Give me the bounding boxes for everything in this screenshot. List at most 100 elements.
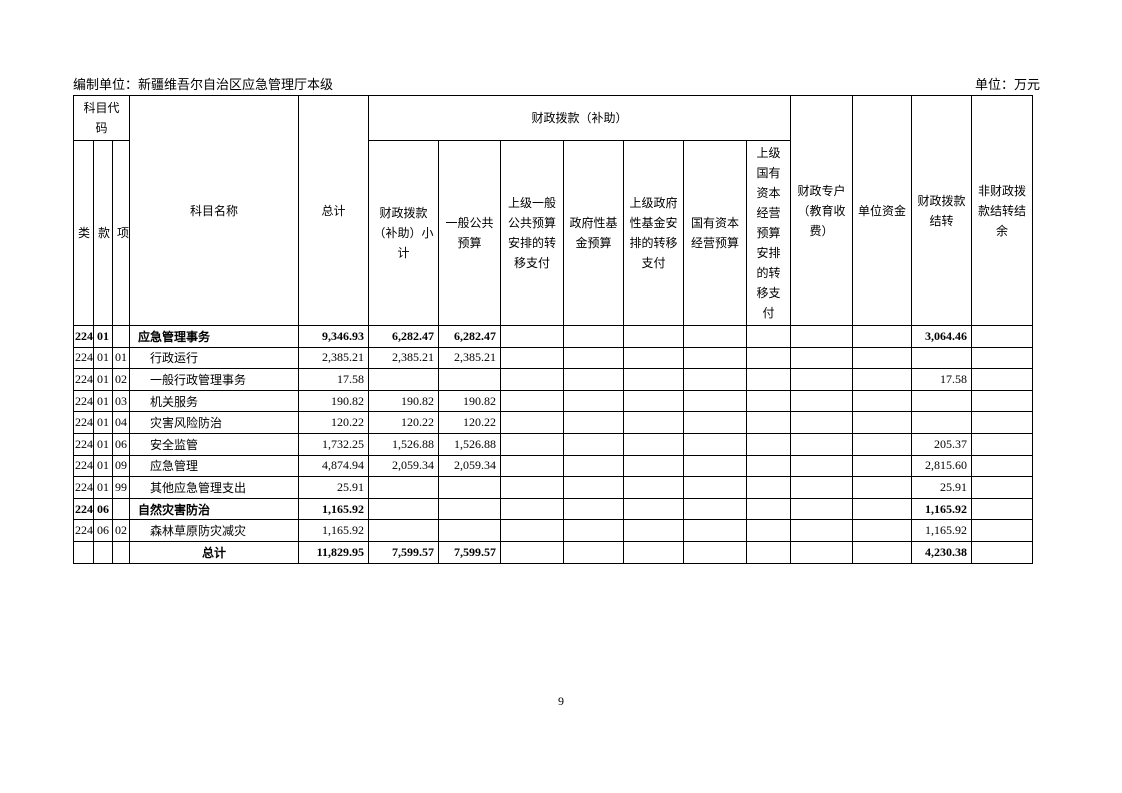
header-subject-code: 科目代码 [72, 95, 131, 141]
cell-non-fiscal-carryover [971, 346, 1034, 370]
cell-code-item: 03 [111, 389, 131, 413]
cell-gov-fund-budget [563, 368, 625, 391]
unit-label: 单位：万元 [974, 77, 1040, 92]
cell-total: 11,829.95 [298, 540, 370, 564]
cell-fiscal-special-account [790, 476, 854, 499]
cell-fiscal-special-account [790, 540, 854, 564]
cell-code-section: 01 [93, 325, 113, 348]
cell-fiscal-special-account [790, 497, 854, 521]
header-fiscal-special-account: 财政专户（教育收费） [790, 95, 854, 326]
cell-non-fiscal-carryover [971, 325, 1034, 348]
table-row: 224 01 99 其他应急管理支出 25.91 25.91 [73, 476, 1034, 499]
header-subject-name: 科目名称 [129, 95, 300, 326]
cell-code-section: 01 [93, 346, 113, 370]
table-header: 科目代码 科目名称 总计 财政拨款（补助） 财政专户（教育收费） 单位资金 财政… [72, 95, 1034, 326]
header-row-2: 类 款 项 财政拨款（补助）小计 一般公共预算 上级一般公共预算安排的转移支付 … [73, 140, 1033, 326]
cell-code-section: 01 [93, 368, 113, 391]
cell-total: 1,165.92 [298, 519, 370, 542]
cell-higher-state-capital-transfer [746, 476, 792, 499]
cell-general-public-budget: 190.82 [438, 389, 502, 413]
cell-gov-fund-budget [563, 389, 625, 413]
cell-subject-name: 总计 [129, 540, 300, 564]
cell-code-section: 01 [93, 389, 113, 413]
cell-fiscal-special-account [790, 411, 854, 434]
cell-higher-state-capital-transfer [746, 497, 792, 521]
header-gov-fund-budget: 政府性基金预算 [563, 140, 625, 326]
cell-higher-gov-fund-transfer [623, 519, 685, 542]
cell-state-capital-budget [683, 540, 748, 564]
cell-unit-funds [852, 346, 913, 370]
header-state-capital-budget: 国有资本经营预算 [683, 140, 748, 326]
cell-fiscal-subtotal: 1,526.88 [368, 432, 440, 456]
cell-code-class [73, 540, 94, 564]
cell-higher-general-public-transfer [500, 432, 565, 456]
cell-code-item: 09 [111, 454, 131, 478]
cell-higher-gov-fund-transfer [623, 325, 685, 348]
cell-fiscal-carryover: 1,165.92 [911, 497, 973, 521]
cell-code-item: 02 [111, 519, 131, 542]
table-row: 224 06 02 森林草原防灾减灾 1,165.92 1,165.92 [73, 519, 1034, 542]
cell-fiscal-subtotal [368, 519, 440, 542]
cell-higher-gov-fund-transfer [623, 497, 685, 521]
cell-higher-gov-fund-transfer [623, 476, 685, 499]
table-row: 224 01 09 应急管理 4,874.94 2,059.34 2,059.34 2,815… [73, 454, 1034, 478]
cell-fiscal-carryover [911, 346, 973, 370]
cell-code-item: 01 [111, 346, 131, 370]
cell-state-capital-budget [683, 368, 748, 391]
cell-subject-name: 机关服务 [129, 389, 300, 413]
cell-code-class: 224 [73, 519, 94, 542]
header-non-fiscal-carryover: 非财政拨款结转结余 [971, 95, 1034, 326]
cell-higher-state-capital-transfer [746, 389, 792, 413]
cell-unit-funds [852, 368, 913, 391]
cell-state-capital-budget [683, 476, 748, 499]
cell-total: 120.22 [298, 411, 370, 434]
cell-fiscal-carryover: 2,815.60 [911, 454, 973, 478]
cell-higher-state-capital-transfer [746, 346, 792, 370]
table-row: 224 01 02 一般行政管理事务 17.58 17.58 [73, 368, 1034, 391]
cell-code-section: 01 [93, 476, 113, 499]
cell-higher-state-capital-transfer [746, 454, 792, 478]
table-row: 224 01 06 安全监管 1,732.25 1,526.88 1,526.88 205.3… [73, 432, 1034, 456]
table-body: 224 01 应急管理事务 9,346.93 6,282.47 6,282.47 3,064… [73, 325, 1034, 564]
cell-non-fiscal-carryover [971, 411, 1034, 434]
cell-fiscal-subtotal: 190.82 [368, 389, 440, 413]
table-row: 224 01 03 机关服务 190.82 190.82 190.82 [73, 389, 1034, 413]
cell-fiscal-carryover: 25.91 [911, 476, 973, 499]
cell-code-item: 06 [111, 432, 131, 456]
header-total: 总计 [298, 95, 370, 326]
cell-unit-funds [852, 540, 913, 564]
cell-fiscal-special-account [790, 454, 854, 478]
cell-higher-general-public-transfer [500, 476, 565, 499]
cell-code-class: 224 [73, 411, 94, 434]
cell-higher-state-capital-transfer [746, 411, 792, 434]
cell-fiscal-subtotal [368, 368, 440, 391]
cell-higher-gov-fund-transfer [623, 346, 685, 370]
cell-higher-state-capital-transfer [746, 432, 792, 456]
cell-subject-name: 森林草原防灾减灾 [129, 519, 300, 542]
cell-code-section: 01 [93, 411, 113, 434]
document-header: 编制单位：新疆维吾尔自治区应急管理厅本级 单位：万元 [73, 74, 1040, 93]
cell-subject-name: 行政运行 [129, 346, 300, 370]
cell-code-class: 224 [73, 389, 94, 413]
cell-fiscal-subtotal [368, 476, 440, 499]
page-number: 9 [558, 694, 564, 708]
cell-code-item: 02 [111, 368, 131, 391]
cell-subject-name: 一般行政管理事务 [129, 368, 300, 391]
cell-general-public-budget: 120.22 [438, 411, 502, 434]
cell-gov-fund-budget [563, 454, 625, 478]
cell-gov-fund-budget [563, 325, 625, 348]
cell-state-capital-budget [683, 497, 748, 521]
cell-code-class: 224 [73, 325, 94, 348]
cell-code-item: 04 [111, 411, 131, 434]
cell-fiscal-carryover: 3,064.46 [911, 325, 973, 348]
cell-higher-gov-fund-transfer [623, 411, 685, 434]
cell-code-item: 99 [111, 476, 131, 499]
cell-non-fiscal-carryover [971, 389, 1034, 413]
cell-state-capital-budget [683, 325, 748, 348]
cell-total: 2,385.21 [298, 346, 370, 370]
cell-unit-funds [852, 411, 913, 434]
cell-gov-fund-budget [563, 411, 625, 434]
header-class: 类 [73, 140, 94, 326]
table-row: 224 06 自然灾害防治 1,165.92 1,165.92 [73, 497, 1034, 521]
cell-code-section: 06 [93, 497, 113, 521]
